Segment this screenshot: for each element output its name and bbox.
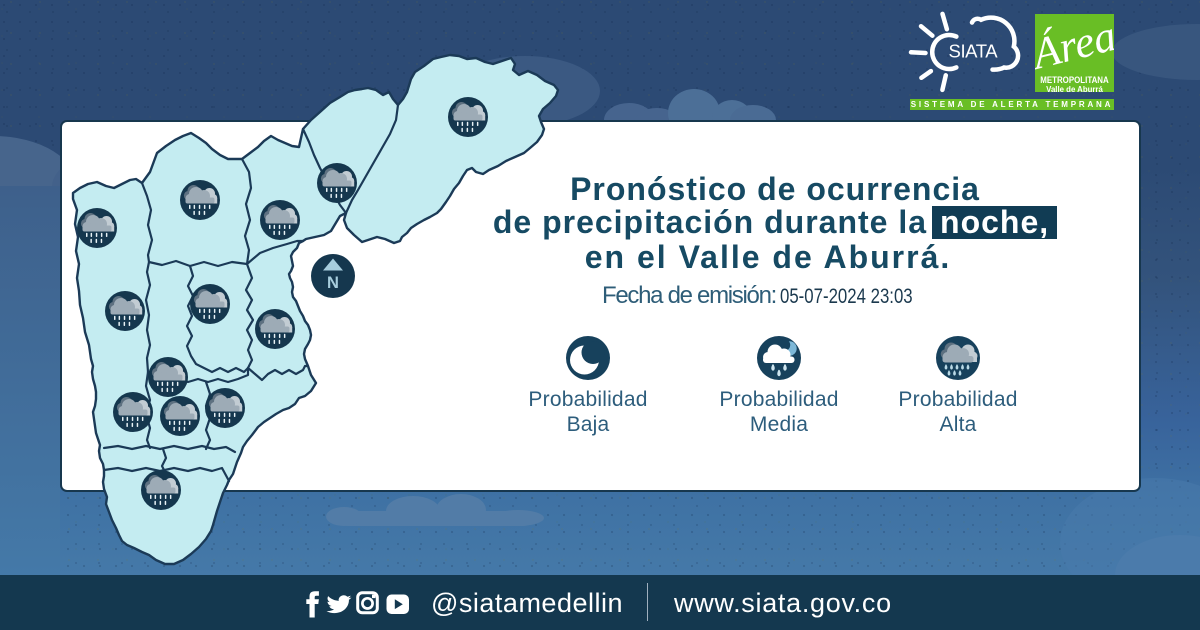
svg-text:SIATA: SIATA	[949, 41, 999, 62]
svg-text:N: N	[327, 274, 339, 292]
svg-text:Área: Área	[1035, 14, 1114, 79]
